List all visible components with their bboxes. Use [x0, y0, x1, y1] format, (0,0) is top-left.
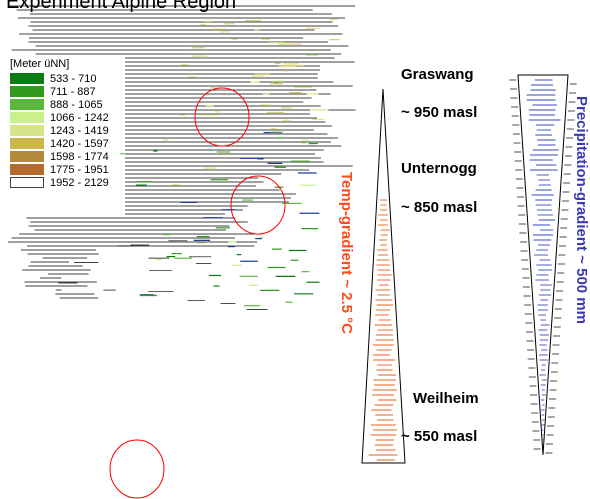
legend-item: 1598 - 1774: [10, 150, 120, 163]
legend-swatch: [10, 86, 44, 97]
legend-label: 1952 - 2129: [50, 177, 109, 189]
highlight-circle: [110, 440, 164, 498]
precipitation-gradient-label: Precipitation-gradient ~ 500 mm: [573, 96, 590, 324]
legend-item: 1952 - 2129: [10, 176, 120, 189]
legend-item: 711 - 887: [10, 85, 120, 98]
legend-item: 533 - 710: [10, 72, 120, 85]
temperature-gradient-label: Temp-gradient ~ 2.5 °C: [338, 172, 355, 334]
legend-item: 1775 - 1951: [10, 163, 120, 176]
temperature-gradient-wedge: [362, 89, 405, 463]
legend-swatch: [10, 177, 44, 188]
legend-swatch: [10, 125, 44, 136]
highlight-circle: [195, 88, 249, 146]
station-altitude-weilheim: ~ 550 masl: [401, 428, 477, 445]
station-name-unternogg: Unternogg: [401, 160, 477, 177]
page-title: Experiment Alpine Region: [6, 0, 236, 14]
legend-swatch: [10, 164, 44, 175]
precipitation-gradient-wedge: [509, 75, 576, 455]
legend-label: 1243 - 1419: [50, 125, 109, 137]
legend-swatch: [10, 99, 44, 110]
legend-label: 888 - 1065: [50, 99, 103, 111]
legend-label: 1066 - 1242: [50, 112, 109, 124]
station-name-weilheim: Weilheim: [413, 390, 479, 407]
elevation-legend: [Meter üNN] 533 - 710 711 - 887 888 - 1065…: [10, 58, 120, 189]
temp-wedge-outline: [362, 89, 405, 463]
legend-item: 1243 - 1419: [10, 124, 120, 137]
legend-label: 1775 - 1951: [50, 164, 109, 176]
station-name-graswang: Graswang: [401, 66, 474, 83]
legend-label: 711 - 887: [50, 86, 96, 98]
legend-swatch: [10, 112, 44, 123]
legend-title: [Meter üNN]: [10, 58, 120, 70]
legend-label: 533 - 710: [50, 73, 96, 85]
legend-item: 888 - 1065: [10, 98, 120, 111]
map-elevation-strokes: [120, 19, 340, 305]
legend-swatch: [10, 151, 44, 162]
legend-label: 1420 - 1597: [50, 138, 109, 150]
highlight-circle: [231, 176, 285, 234]
highlight-circles: [110, 88, 285, 498]
legend-label: 1598 - 1774: [50, 151, 109, 163]
legend-list: 533 - 710 711 - 887 888 - 1065 1066 - 1242 1…: [10, 72, 120, 189]
legend-swatch: [10, 138, 44, 149]
legend-item: 1066 - 1242: [10, 111, 120, 124]
legend-item: 1420 - 1597: [10, 137, 120, 150]
station-altitude-graswang: ~ 950 masl: [401, 104, 477, 121]
legend-swatch: [10, 73, 44, 84]
station-altitude-unternogg: ~ 850 masl: [401, 199, 477, 216]
